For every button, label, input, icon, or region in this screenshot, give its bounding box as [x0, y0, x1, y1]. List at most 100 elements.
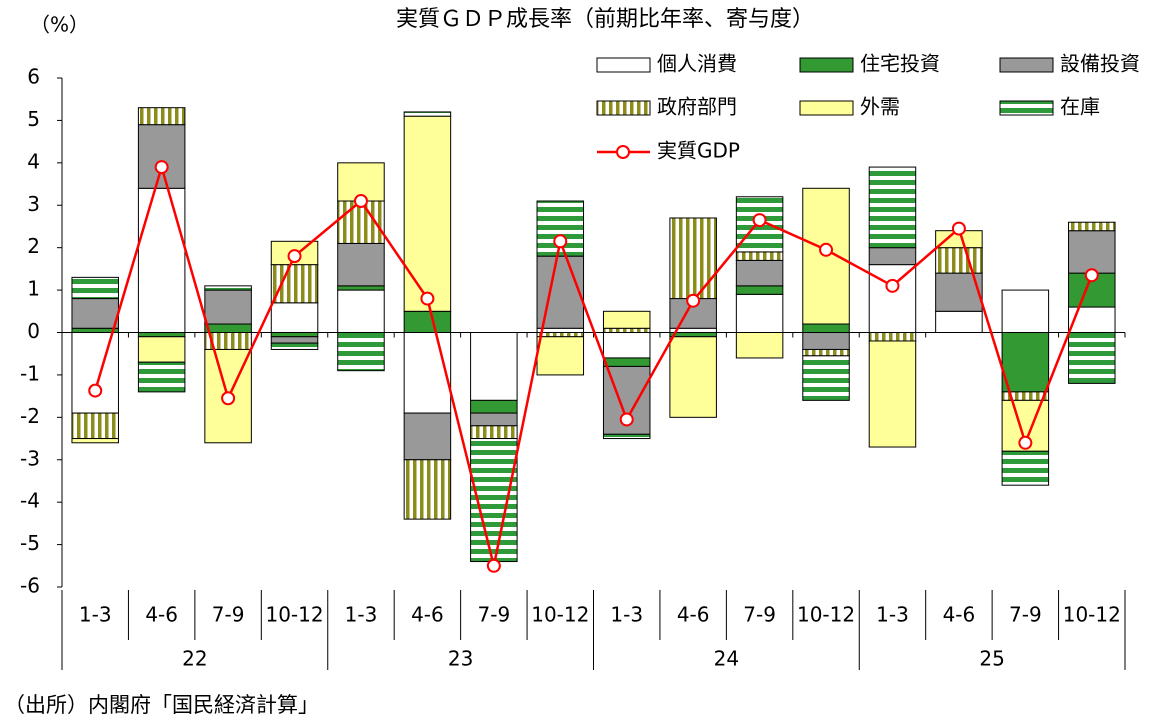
y-axis-label: （%）: [30, 13, 89, 37]
legend-swatch: [596, 100, 651, 116]
legend-swatch: [999, 57, 1054, 73]
source-note: （出所）内閣府「国民経済計算」: [4, 693, 319, 717]
bar-segment: [204, 323, 252, 333]
bar-segment: [935, 247, 983, 274]
x-tick-label: 10-12: [265, 603, 323, 627]
x-tick-label: 7-9: [478, 603, 511, 627]
bar-segment: [470, 425, 518, 440]
bar-segment: [470, 412, 518, 427]
bar-segment: [403, 412, 452, 461]
line-point: [486, 558, 501, 573]
bar-segment: [735, 293, 784, 334]
x-tick-label: 7-9: [1009, 603, 1042, 627]
y-tick-label: 1: [27, 277, 40, 301]
y-tick-label: 2: [27, 234, 40, 258]
bar-segment: [802, 323, 850, 333]
legend-swatch: [596, 57, 651, 73]
x-tick-label: 10-12: [797, 603, 855, 627]
bar-segment: [735, 285, 784, 295]
y-tick-label: 0: [27, 319, 40, 343]
y-tick-label: 3: [27, 192, 40, 216]
bar-segment: [137, 107, 186, 126]
bar-segment: [735, 332, 784, 359]
bar-segment: [137, 124, 186, 189]
legend-swatch: [799, 57, 854, 73]
bar-segment: [337, 285, 385, 291]
bar-segment: [1001, 289, 1050, 334]
bar-segment: [71, 412, 119, 440]
y-tick-label: 4: [27, 149, 40, 173]
line-point: [154, 160, 169, 175]
bar-segment: [935, 310, 983, 333]
bar-segment: [602, 332, 651, 359]
x-tick-label: 4-6: [411, 603, 444, 627]
x-tick-label: 1-3: [345, 603, 378, 627]
y-tick-label: -1: [20, 361, 40, 385]
y-tick-label: -5: [20, 531, 40, 555]
bar-segment: [735, 251, 784, 261]
bar-segment: [270, 302, 319, 333]
line-point: [553, 234, 568, 249]
line-point: [885, 278, 900, 293]
bar-segment: [204, 289, 252, 325]
line-point: [819, 242, 834, 257]
bar-segment: [602, 433, 651, 440]
bar-segment: [1068, 332, 1116, 384]
bar-segment: [1001, 332, 1050, 393]
legend-label: 外需: [860, 95, 900, 119]
line-point: [353, 194, 368, 209]
legend-label: 在庫: [1060, 95, 1100, 119]
x-tick-label: 10-12: [1063, 603, 1121, 627]
bar-segment: [470, 332, 518, 401]
bar-segment: [337, 242, 385, 287]
bar-segment: [868, 332, 917, 342]
bar-segment: [403, 332, 452, 414]
bar-segment: [536, 327, 585, 333]
bar-segment: [270, 332, 319, 338]
bar-segment: [403, 111, 452, 117]
y-tick-label: 6: [27, 65, 40, 89]
bar-segment: [669, 336, 717, 418]
bar-segment: [337, 289, 385, 334]
y-tick-label: 5: [27, 107, 40, 131]
bar-segment: [1001, 450, 1050, 486]
bar-segment: [602, 327, 651, 333]
bar-segment: [403, 459, 452, 520]
y-tick-label: -2: [20, 404, 40, 428]
x-tick-label: 4-6: [677, 603, 710, 627]
line-point: [951, 221, 966, 236]
bar-segment: [270, 342, 319, 350]
bar-segment: [71, 438, 119, 444]
line-point: [420, 291, 435, 306]
bar-segment: [137, 187, 186, 333]
bar-segment: [802, 355, 850, 401]
bar-segment: [403, 115, 452, 312]
legend-label: 住宅投資: [860, 52, 940, 76]
bar-segment: [802, 348, 850, 357]
bar-segment: [868, 264, 917, 333]
x-tick-label: 1-3: [876, 603, 909, 627]
x-tick-label: 4-6: [943, 603, 976, 627]
bar-segment: [735, 259, 784, 287]
bar-segment: [270, 336, 319, 344]
bar-segment: [536, 336, 585, 376]
bar-segment: [868, 340, 917, 448]
x-tick-label: 1-3: [79, 603, 112, 627]
bar-segment: [137, 361, 186, 393]
line-point: [1018, 435, 1033, 450]
line-point: [686, 293, 701, 308]
bar-segment: [536, 332, 585, 338]
bar-segment: [1068, 221, 1116, 232]
bar-segment: [602, 357, 651, 367]
bar-segment: [669, 217, 717, 300]
bar-segment: [868, 247, 917, 266]
line-series: [94, 162, 1093, 567]
year-label: 25: [979, 647, 1004, 671]
year-label: 24: [714, 647, 739, 671]
year-label: 22: [182, 647, 207, 671]
x-tick-label: 7-9: [212, 603, 245, 627]
line-point: [619, 412, 634, 427]
line-point: [1084, 268, 1099, 283]
legend-label: 実質GDP: [657, 139, 740, 163]
